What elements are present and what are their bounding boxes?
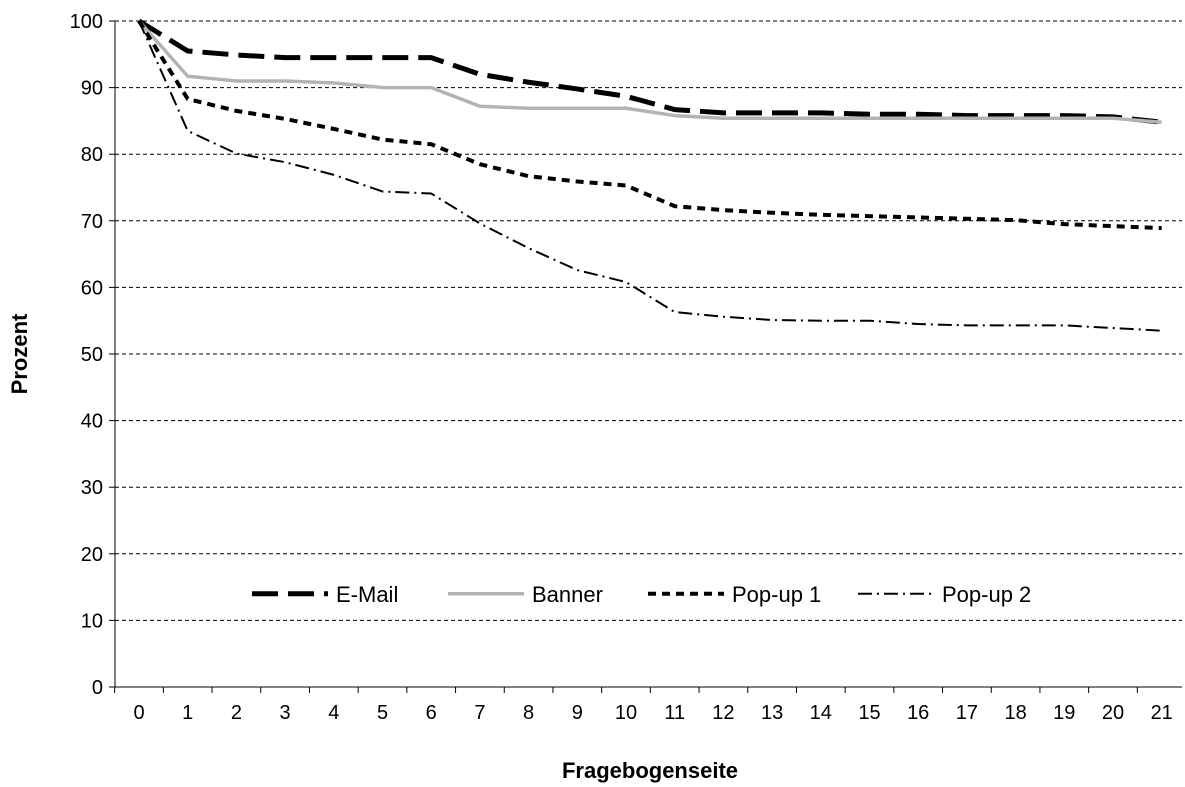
- x-tick-label: 5: [377, 702, 388, 724]
- x-tick-label: 13: [761, 702, 783, 724]
- x-axis-ticks: 0 1 2 3 4 5 6 7 8 9 10 11 12 13 14 15 16 17 18 19 20 21: [114, 687, 1173, 724]
- gridlines: [115, 20, 1182, 621]
- legend-label: E-Mail: [336, 582, 398, 607]
- series-lines: [137, 18, 1162, 332]
- x-tick-label: 18: [1004, 702, 1026, 724]
- y-axis-ticks: 0 10 20 30 40 50 60 70 80 90 100: [70, 11, 115, 699]
- x-tick-label: 19: [1053, 702, 1075, 724]
- x-tick-label: 6: [426, 702, 437, 724]
- x-tick-label: 3: [280, 702, 291, 724]
- x-tick-label: 10: [615, 702, 637, 724]
- y-tick-label: 90: [81, 78, 103, 100]
- y-tick-label: 0: [92, 677, 103, 699]
- x-tick-label: 0: [133, 702, 144, 724]
- x-tick-label: 16: [907, 702, 929, 724]
- y-tick-label: 40: [81, 411, 103, 433]
- x-tick-label: 21: [1151, 702, 1173, 724]
- x-tick-label: 4: [328, 702, 339, 724]
- legend: E-Mail Banner Pop-up 1 Pop-up 2: [238, 575, 1104, 614]
- x-tick-label: 20: [1102, 702, 1124, 724]
- series-line-4: [138, 20, 1162, 332]
- y-tick-label: 60: [81, 277, 103, 299]
- x-tick-label: 7: [474, 702, 485, 724]
- series-line-2: [137, 19, 1162, 124]
- y-tick-label: 80: [81, 144, 103, 166]
- x-tick-label: 15: [858, 702, 880, 724]
- legend-background: [238, 575, 1104, 614]
- x-tick-label: 8: [523, 702, 534, 724]
- legend-label: Banner: [532, 582, 603, 607]
- x-axis-title: Fragebogenseite: [562, 758, 738, 783]
- y-tick-label: 70: [81, 211, 103, 233]
- x-tick-label: 1: [182, 702, 193, 724]
- legend-label: Pop-up 1: [732, 582, 821, 607]
- x-tick-label: 9: [572, 702, 583, 724]
- x-tick-label: 17: [956, 702, 978, 724]
- y-tick-label: 10: [81, 610, 103, 632]
- series-line-1: [137, 18, 1162, 125]
- x-tick-label: 11: [664, 702, 685, 724]
- x-tick-label: 14: [810, 702, 832, 724]
- y-tick-label: 50: [81, 344, 103, 366]
- y-tick-label: 20: [81, 544, 103, 566]
- x-tick-label: 12: [712, 702, 734, 724]
- y-tick-label: 100: [70, 11, 103, 33]
- y-tick-label: 30: [81, 477, 103, 499]
- y-axis-title: Prozent: [7, 313, 32, 394]
- legend-label: Pop-up 2: [942, 582, 1031, 607]
- series-line-3: [137, 19, 1162, 231]
- x-tick-label: 2: [231, 702, 242, 724]
